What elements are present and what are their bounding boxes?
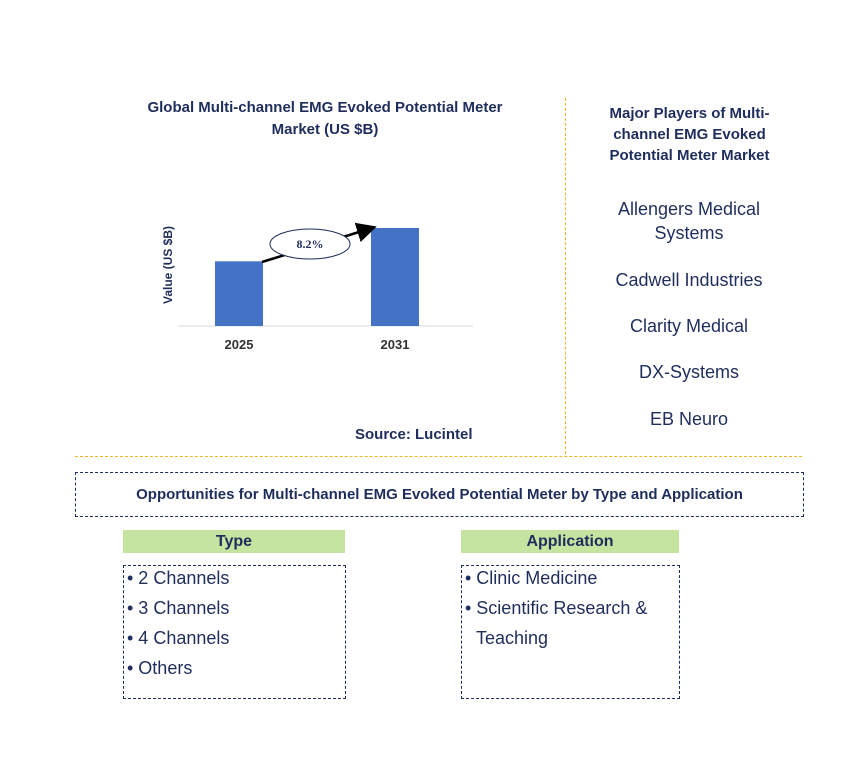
application-header: Application [461, 530, 679, 553]
chart-title: Global Multi-channel EMG Evoked Potentia… [147, 99, 503, 138]
type-header: Type [123, 530, 345, 553]
players-title: Major Players of Multi-channel EMG Evoke… [609, 105, 770, 164]
player-item: Allengers Medical Systems [617, 199, 761, 243]
growth-annotation-bubble [269, 228, 351, 260]
application-item: • Scientific Research & [465, 598, 648, 618]
type-item: • 3 Channels [127, 598, 230, 618]
player-item: EB Neuro [649, 409, 729, 429]
opportunities-title: Opportunities for Multi-channel EMG Evok… [136, 486, 743, 503]
bar-2031 [371, 228, 419, 326]
x-tick-label: 2031 [381, 337, 410, 352]
application-item: • Clinic Medicine [465, 568, 598, 588]
bar-chart: Value (US $B) 2025 2031 8.2% [161, 222, 473, 352]
y-axis-label: Value (US $B) [161, 226, 175, 304]
source-label: Source: Lucintel [355, 426, 473, 443]
opportunities-title-box: Opportunities for Multi-channel EMG Evok… [75, 472, 804, 517]
player-item: DX-Systems [638, 362, 739, 382]
type-list-box: • 2 Channels • 3 Channels • 4 Channels •… [123, 565, 346, 699]
player-item: Cadwell Industries [615, 270, 763, 290]
type-item: • Others [127, 658, 193, 678]
type-item: • 2 Channels [127, 568, 230, 588]
bar-2025 [215, 261, 263, 326]
type-item: • 4 Channels [127, 628, 230, 648]
application-list-box: • Clinic Medicine • Scientific Research … [461, 565, 680, 699]
vertical-divider [565, 98, 566, 454]
x-tick-label: 2025 [225, 337, 254, 352]
player-item: Clarity Medical [629, 316, 749, 336]
growth-annotation-label: 8.2% [297, 237, 324, 251]
horizontal-divider [75, 456, 802, 457]
application-item: Teaching [476, 628, 549, 648]
